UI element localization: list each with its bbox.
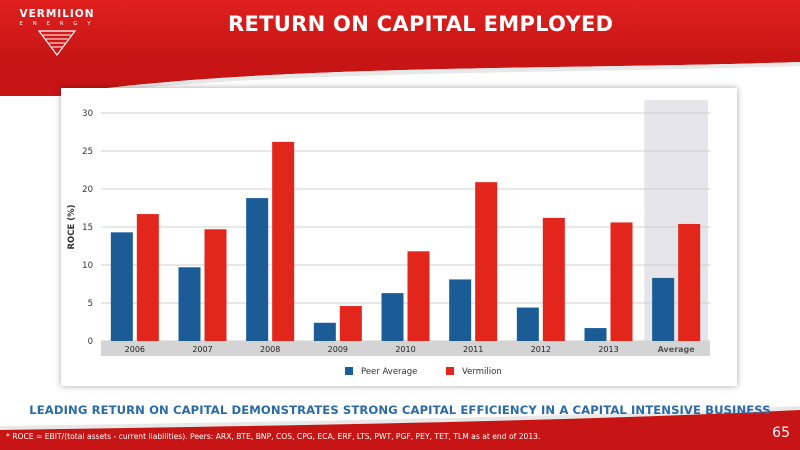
- peer-average-bar-2008: [246, 198, 269, 341]
- x-tick-label: 2012: [531, 345, 551, 354]
- vermilion-bar-2007: [204, 229, 227, 341]
- header-swoosh: [0, 56, 800, 96]
- peer-average-bar-2007: [178, 267, 201, 341]
- x-tick-label: 2008: [260, 345, 280, 354]
- vermilion-bar-2013: [610, 222, 633, 341]
- y-tick-label: 30: [82, 109, 93, 119]
- logo-subtitle: E N E R G Y: [19, 21, 95, 27]
- legend-label-vermilion: Vermilion: [462, 367, 502, 377]
- x-tick-label: Average: [658, 345, 696, 354]
- y-tick-label: 20: [82, 185, 93, 195]
- peer-average-bar-2010: [381, 293, 404, 341]
- vermilion-bar-2012: [542, 217, 565, 341]
- legend-label-peer-average: Peer Average: [361, 367, 417, 377]
- x-tick-label: 2006: [125, 345, 145, 354]
- y-tick-label: 10: [82, 261, 93, 271]
- x-axis-band: [101, 341, 710, 356]
- logo-name: VERMILION: [19, 8, 95, 20]
- peer-average-bar-average: [652, 277, 675, 341]
- legend-swatch-vermilion: [446, 367, 454, 375]
- legend-swatch-peer-average: [345, 367, 353, 375]
- roce-bar-chart: 0 5 10 15 20 25 30 ROCE (%) 2006 2007 2008 2009 2010…: [67, 100, 710, 377]
- vermilion-bar-2006: [136, 214, 159, 341]
- header-bar: VERMILION E N E R G Y RETURN ON CAPITAL …: [0, 0, 800, 62]
- y-tick-label: 5: [88, 299, 93, 309]
- vermilion-bar-2009: [339, 306, 362, 341]
- x-tick-label: 2007: [192, 345, 212, 354]
- vermilion-bar-2011: [475, 182, 498, 341]
- x-tick-label: 2011: [463, 345, 483, 354]
- vermilion-bar-2010: [407, 251, 430, 341]
- vermilion-bar-2008: [272, 141, 295, 341]
- peer-average-bar-2011: [449, 279, 472, 341]
- chart-card: 0 5 10 15 20 25 30 ROCE (%) 2006 2007 2008 2009 2010…: [61, 88, 737, 386]
- page-number: 65: [772, 425, 790, 441]
- peer-average-bar-2013: [584, 328, 607, 341]
- logo-emblem-icon: [37, 30, 77, 56]
- page-title: RETURN ON CAPITAL EMPLOYED: [228, 12, 614, 36]
- x-tick-label: 2009: [328, 345, 348, 354]
- peer-average-bar-2006: [110, 232, 133, 341]
- peer-average-bar-2012: [516, 307, 539, 341]
- tagline: LEADING RETURN ON CAPITAL DEMONSTRATES S…: [29, 403, 771, 417]
- y-tick-label: 25: [82, 147, 93, 157]
- peer-average-bar-2009: [313, 322, 336, 341]
- y-tick-label: 0: [88, 337, 93, 347]
- x-tick-label: 2010: [395, 345, 415, 354]
- y-axis-label: ROCE (%): [67, 204, 77, 249]
- y-tick-label: 15: [82, 223, 93, 233]
- vermilion-logo: VERMILION E N E R G Y: [12, 6, 102, 60]
- vermilion-bar-average: [678, 223, 701, 341]
- footer-swoosh: [0, 406, 800, 450]
- x-tick-label: 2013: [598, 345, 618, 354]
- footnote: * ROCE = EBIT/(total assets - current li…: [6, 432, 541, 441]
